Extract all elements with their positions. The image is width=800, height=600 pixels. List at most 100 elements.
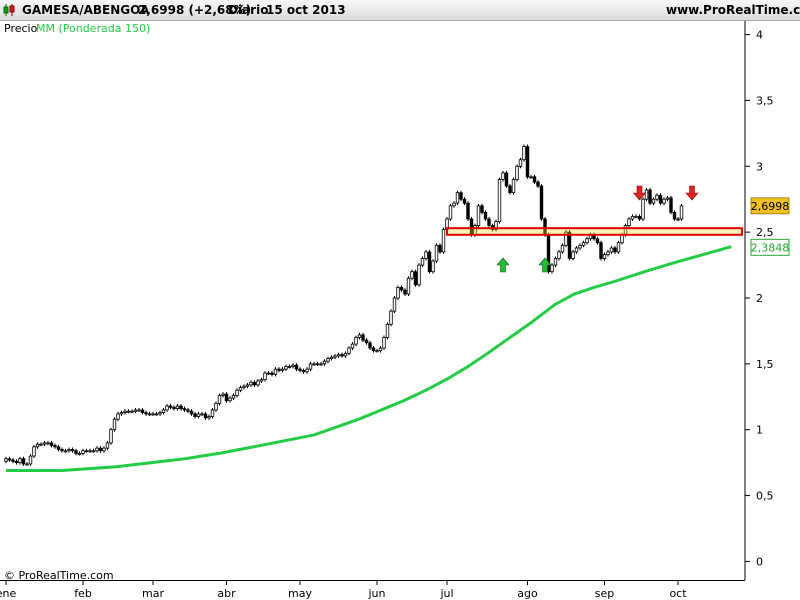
candle-body bbox=[497, 179, 502, 223]
candle-body bbox=[539, 185, 544, 220]
candle-body bbox=[329, 356, 334, 359]
candle-body bbox=[389, 310, 393, 325]
candle-body bbox=[280, 368, 285, 371]
price-legend: Precio bbox=[4, 22, 38, 35]
candle-body bbox=[39, 443, 43, 446]
candle-body bbox=[287, 366, 292, 368]
candle-body bbox=[140, 409, 145, 413]
candle-body bbox=[669, 197, 673, 213]
candle-body bbox=[385, 323, 390, 338]
candle-body bbox=[361, 334, 365, 341]
candle-body bbox=[585, 238, 589, 244]
candle-body bbox=[249, 381, 253, 386]
candle-body bbox=[434, 244, 439, 262]
candle-body bbox=[46, 442, 50, 445]
timeframe-label: Diario bbox=[228, 3, 269, 17]
candle-body bbox=[193, 413, 197, 417]
candle-body bbox=[508, 185, 512, 194]
y-tick-label: 3 bbox=[756, 160, 763, 173]
x-tick-label: oct bbox=[669, 587, 687, 600]
y-tick-label: 1 bbox=[756, 424, 763, 437]
price-change: 2,6998 (+2,68%) bbox=[138, 3, 252, 17]
x-tick-label: ago bbox=[517, 587, 538, 600]
candle-body bbox=[119, 412, 124, 415]
candle-body bbox=[564, 231, 568, 246]
ma-legend: MM (Ponderada 150) bbox=[36, 22, 151, 35]
candle-body bbox=[81, 450, 85, 454]
candle-body bbox=[144, 412, 148, 415]
candle-body bbox=[25, 463, 29, 466]
candle-body bbox=[203, 413, 208, 419]
candle-body bbox=[259, 379, 264, 382]
candle-body bbox=[634, 215, 638, 218]
candle-body bbox=[291, 364, 295, 367]
candle-body bbox=[7, 458, 12, 461]
candle-body bbox=[308, 363, 313, 370]
candle-body bbox=[28, 455, 33, 465]
x-tick-label: jul bbox=[439, 587, 453, 600]
candle-body bbox=[312, 363, 316, 366]
x-axis: ene feb mar abr may jun jul ago sep oct bbox=[0, 580, 687, 600]
candle-body bbox=[595, 238, 600, 244]
candle-body bbox=[511, 179, 516, 194]
candle-body bbox=[340, 354, 344, 357]
candle-body bbox=[228, 397, 232, 402]
candle-body bbox=[60, 449, 64, 452]
candle-body bbox=[644, 189, 649, 200]
candle-body bbox=[410, 271, 414, 279]
candle-body bbox=[571, 251, 575, 259]
candle-body bbox=[266, 372, 271, 375]
x-tick-label: may bbox=[288, 587, 312, 600]
candle-body bbox=[154, 413, 159, 416]
candle-body bbox=[616, 242, 621, 253]
candle-body bbox=[476, 205, 481, 226]
candle-body bbox=[396, 287, 400, 299]
candle-body bbox=[200, 413, 204, 416]
candle-body bbox=[403, 289, 407, 295]
candle-body bbox=[567, 231, 572, 259]
up-arrow-icon bbox=[538, 257, 552, 273]
candle-body bbox=[459, 192, 463, 200]
candle-body bbox=[186, 409, 190, 412]
candle-body bbox=[501, 172, 505, 180]
x-tick-label: feb bbox=[74, 587, 92, 600]
candle-body bbox=[245, 384, 250, 387]
candle-body bbox=[116, 413, 120, 420]
last-ma-tag bbox=[750, 238, 790, 256]
candle-body bbox=[613, 247, 617, 253]
candle-body bbox=[336, 354, 341, 357]
candle-body bbox=[95, 447, 99, 452]
candle-body bbox=[665, 197, 670, 200]
ma-line bbox=[6, 245, 732, 473]
candle-body bbox=[238, 387, 243, 391]
signal-arrows bbox=[496, 185, 699, 273]
down-arrow-icon bbox=[685, 185, 699, 201]
candle-body bbox=[112, 418, 117, 431]
candle-body bbox=[84, 450, 89, 453]
candle-body bbox=[123, 410, 127, 413]
candle-body bbox=[158, 412, 162, 415]
candle-body bbox=[676, 218, 680, 221]
candle-body bbox=[417, 264, 421, 286]
candle-body bbox=[88, 450, 92, 453]
candle-body bbox=[522, 146, 526, 161]
candle-body bbox=[438, 244, 442, 253]
last-price-label: 2,6998 bbox=[751, 200, 790, 213]
candle-body bbox=[672, 211, 677, 220]
candle-body bbox=[294, 364, 299, 370]
candle-body bbox=[557, 251, 561, 259]
candle-body bbox=[662, 198, 666, 204]
candle-body bbox=[224, 393, 229, 402]
candle-body bbox=[658, 194, 663, 204]
candle-body bbox=[231, 395, 236, 399]
candle-body bbox=[427, 251, 432, 273]
candle-body bbox=[284, 366, 288, 370]
candle-body bbox=[32, 446, 36, 457]
candle-body bbox=[560, 244, 565, 253]
candle-body bbox=[217, 395, 222, 404]
candle-body bbox=[648, 189, 652, 204]
chart-header: GAMESA/ABENGOA 2,6998 (+2,68%) Diario 15… bbox=[0, 0, 800, 21]
symbol-title: GAMESA/ABENGOA bbox=[22, 3, 150, 17]
y-tick-label: 3,5 bbox=[756, 94, 774, 107]
